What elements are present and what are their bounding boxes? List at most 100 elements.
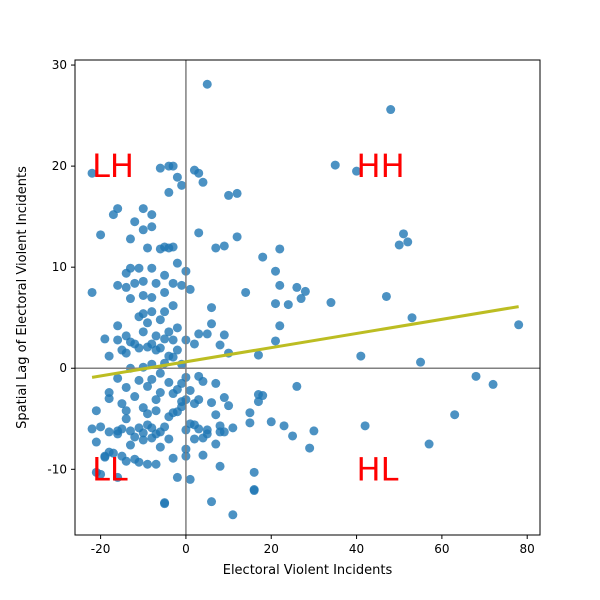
y-tick-label: 10 — [52, 260, 67, 274]
data-point — [147, 374, 157, 384]
data-point — [215, 461, 225, 471]
data-point — [143, 381, 153, 391]
data-point — [160, 334, 170, 344]
quadrant-label-hh: HH — [357, 147, 405, 185]
data-point — [194, 228, 204, 238]
data-point — [215, 340, 225, 350]
y-tick-label: 0 — [59, 361, 67, 375]
data-point — [134, 457, 144, 467]
data-point — [130, 392, 140, 402]
data-point — [202, 79, 212, 89]
data-point — [113, 280, 123, 290]
data-point — [258, 252, 268, 262]
data-point — [134, 375, 144, 385]
data-point — [271, 266, 281, 276]
data-point — [232, 188, 242, 198]
data-point — [330, 160, 340, 170]
data-point — [283, 300, 293, 310]
data-point — [104, 427, 114, 437]
data-point — [155, 163, 165, 173]
data-point — [403, 237, 413, 247]
data-point — [292, 381, 302, 391]
data-point — [514, 320, 524, 330]
x-axis-label: Electoral Violent Incidents — [223, 563, 393, 578]
data-point — [138, 428, 148, 438]
data-point — [185, 385, 195, 395]
data-point — [164, 187, 174, 197]
data-point — [147, 293, 157, 302]
data-point — [134, 263, 144, 273]
data-point — [253, 350, 263, 360]
data-point — [416, 357, 426, 367]
data-point — [172, 323, 182, 333]
data-point — [147, 222, 157, 232]
data-point — [168, 335, 178, 345]
data-point — [202, 425, 212, 435]
data-point — [211, 378, 221, 388]
data-point — [164, 377, 174, 387]
data-point — [207, 497, 217, 507]
data-point — [360, 421, 370, 431]
quadrant-label-ll: LL — [92, 450, 128, 488]
data-point — [143, 318, 153, 328]
data-point — [211, 439, 221, 449]
data-point — [168, 352, 178, 362]
data-point — [138, 309, 148, 319]
data-point — [168, 453, 178, 463]
data-point — [121, 406, 131, 416]
x-tick-label: -20 — [91, 542, 111, 556]
data-point — [207, 319, 217, 329]
data-point — [296, 294, 306, 304]
data-point — [249, 467, 259, 477]
data-point — [275, 321, 285, 331]
x-axis-ticks: -20 0 20 40 60 80 — [91, 535, 535, 556]
data-point — [198, 177, 208, 187]
data-point — [288, 431, 298, 441]
data-point — [207, 303, 217, 313]
data-point — [177, 402, 187, 412]
data-point — [96, 422, 106, 432]
data-point — [305, 443, 315, 453]
data-point — [309, 426, 319, 436]
data-point — [228, 423, 238, 433]
data-point — [155, 315, 165, 325]
data-point — [130, 432, 140, 442]
fit-line-layer — [91, 305, 519, 379]
data-point — [147, 307, 157, 317]
data-point — [172, 472, 182, 482]
data-point — [275, 244, 285, 254]
data-point — [202, 329, 212, 339]
data-point — [160, 422, 170, 432]
data-point — [87, 287, 97, 297]
data-point — [155, 442, 165, 452]
data-point — [271, 299, 281, 309]
data-point — [138, 276, 148, 286]
data-point — [271, 336, 281, 346]
data-point — [189, 434, 199, 444]
data-point — [138, 225, 148, 235]
data-point — [143, 243, 153, 253]
data-point — [407, 313, 417, 323]
data-point — [241, 287, 251, 297]
data-point — [172, 172, 182, 182]
data-point — [228, 510, 238, 520]
data-point — [386, 105, 396, 115]
data-point — [130, 278, 140, 288]
data-point — [249, 486, 259, 496]
y-axis-ticks: -10 0 10 20 30 — [47, 58, 75, 476]
data-point — [160, 307, 170, 317]
data-point — [96, 230, 106, 240]
data-point — [151, 331, 161, 341]
data-point — [232, 232, 242, 242]
data-point — [91, 437, 101, 447]
data-point — [279, 421, 289, 431]
plot-frame — [74, 59, 541, 536]
data-point — [424, 439, 434, 449]
data-point — [121, 282, 131, 292]
data-point — [130, 217, 140, 227]
y-tick-label: -10 — [47, 462, 67, 476]
data-point — [113, 472, 123, 482]
quadrant-labels: LH HH LL HL — [92, 147, 405, 488]
data-point — [91, 406, 101, 416]
